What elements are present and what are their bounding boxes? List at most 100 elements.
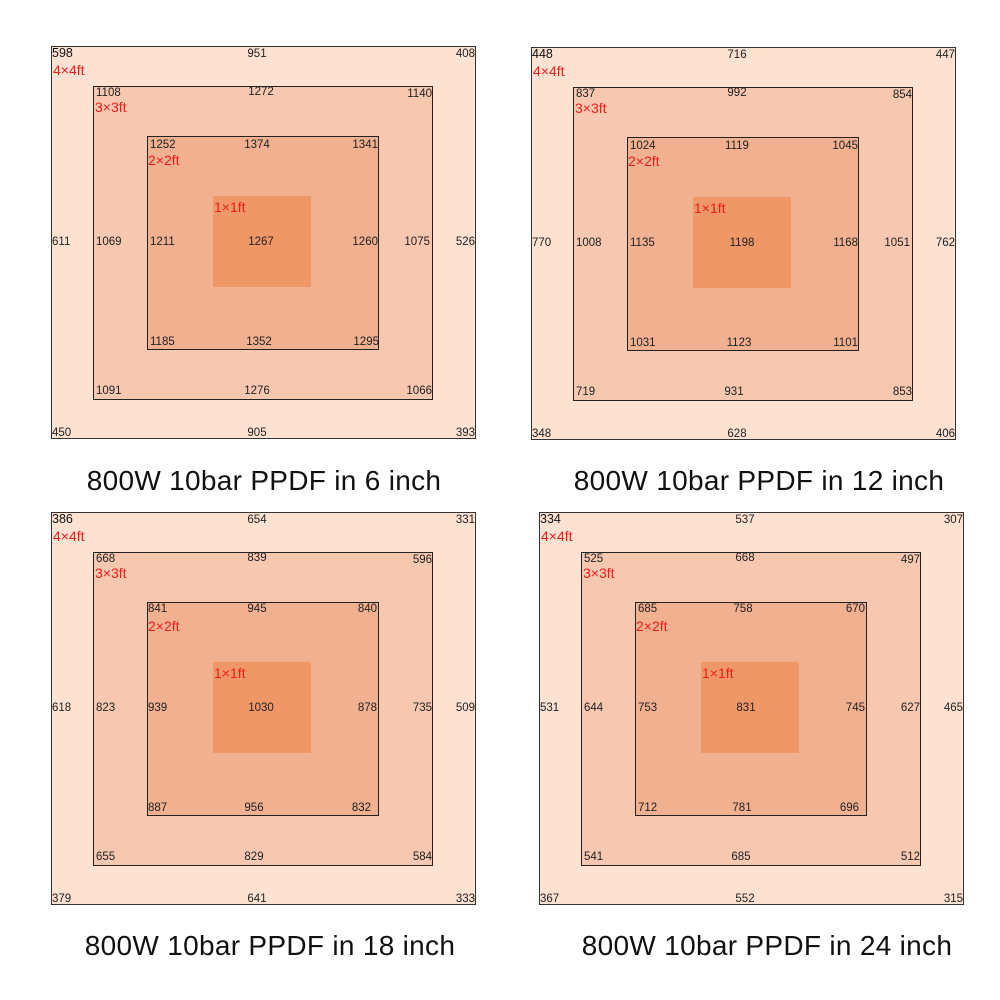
ppfd-value: 840 xyxy=(357,603,377,615)
ppfd-value: 1135 xyxy=(630,237,655,249)
ppfd-value: 334 xyxy=(540,512,561,526)
ppfd-value: 832 xyxy=(351,802,371,814)
ppfd-value: 628 xyxy=(727,428,747,440)
ppfd-panel-12-inch: 448 716 447 770 762 348 628 406 837 992 … xyxy=(531,47,1000,517)
ppfd-value: 1031 xyxy=(630,337,656,349)
area-label-2x2ft: 2×2ft xyxy=(636,618,668,634)
ppfd-value: 1168 xyxy=(833,237,858,249)
ppfd-value: 839 xyxy=(247,552,267,564)
ppfd-value: 307 xyxy=(943,514,963,526)
area-label-1x1ft: 1×1ft xyxy=(702,665,734,681)
ppfd-value: 596 xyxy=(412,554,432,566)
ppfd-value: 887 xyxy=(148,802,168,814)
ppfd-panel-6-inch: 598 951 408 611 526 450 905 393 1108 127… xyxy=(51,46,551,516)
ppfd-value: 331 xyxy=(455,514,475,526)
ppfd-value: 1069 xyxy=(96,236,122,248)
ppfd-value: 1185 xyxy=(150,336,175,348)
ppfd-value: 1260 xyxy=(352,236,378,248)
ppfd-value: 762 xyxy=(935,237,955,249)
ppfd-value: 753 xyxy=(638,702,658,714)
ppfd-value: 1008 xyxy=(576,237,602,249)
ppfd-value: 841 xyxy=(148,603,168,615)
ppfd-value: 696 xyxy=(839,802,859,814)
ppfd-value: 829 xyxy=(244,851,264,863)
ppfd-value: 541 xyxy=(584,851,604,863)
ppfd-value: 1091 xyxy=(96,385,122,397)
ppfd-value: 735 xyxy=(412,702,432,714)
ppfd-value: 1075 xyxy=(404,236,430,248)
ppfd-value: 627 xyxy=(900,702,920,714)
ppfd-value: 956 xyxy=(244,802,264,814)
ppfd-value: 951 xyxy=(247,48,267,60)
caption-12-inch: 800W 10bar PPDF in 12 inch xyxy=(573,465,945,496)
ppfd-value: 945 xyxy=(247,603,267,615)
ppfd-value: 1030 xyxy=(248,702,274,714)
ppfd-value: 823 xyxy=(96,702,116,714)
area-label-2x2ft: 2×2ft xyxy=(148,152,180,168)
ppfd-value: 719 xyxy=(576,386,596,398)
area-2x2ft xyxy=(627,137,859,351)
ppfd-value: 497 xyxy=(900,554,920,566)
ppfd-value: 611 xyxy=(52,236,71,248)
ppfd-value: 641 xyxy=(247,893,267,905)
ppfd-value: 465 xyxy=(943,702,963,714)
area-label-4x4ft: 4×4ft xyxy=(53,528,85,544)
area-label-2x2ft: 2×2ft xyxy=(628,153,660,169)
area-label-3x3ft: 3×3ft xyxy=(95,99,127,115)
ppfd-value: 379 xyxy=(52,893,72,905)
ppfd-value: 1045 xyxy=(832,140,858,152)
ppfd-panel-18-inch: 386 654 331 618 509 379 641 333 668 839 … xyxy=(51,512,551,982)
area-label-1x1ft: 1×1ft xyxy=(214,199,246,215)
ppfd-value: 1272 xyxy=(248,86,274,98)
ppfd-value: 854 xyxy=(892,89,912,101)
area-label-1x1ft: 1×1ft xyxy=(694,200,726,216)
ppfd-value: 1341 xyxy=(352,139,378,151)
ppfd-value: 552 xyxy=(735,893,755,905)
ppfd-value: 526 xyxy=(455,236,475,248)
ppfd-value: 1101 xyxy=(833,337,858,349)
area-1x1ft xyxy=(693,197,791,288)
ppfd-value: 745 xyxy=(845,702,865,714)
ppfd-value: 386 xyxy=(52,512,73,526)
ppfd-value: 1119 xyxy=(725,140,749,152)
ppfd-value: 1051 xyxy=(884,237,910,249)
ppfd-value: 670 xyxy=(845,603,865,615)
ppfd-value: 618 xyxy=(52,702,72,714)
ppfd-value: 408 xyxy=(455,48,475,60)
ppfd-value: 758 xyxy=(733,603,753,615)
ppfd-value: 584 xyxy=(412,851,432,863)
ppfd-value: 315 xyxy=(943,893,963,905)
area-1x1ft xyxy=(701,662,799,753)
ppfd-value: 878 xyxy=(357,702,377,714)
ppfd-value: 716 xyxy=(727,49,747,61)
area-1x1ft xyxy=(213,196,311,287)
ppfd-value: 685 xyxy=(731,851,751,863)
ppfd-value: 1374 xyxy=(244,139,270,151)
area-label-4x4ft: 4×4ft xyxy=(53,62,85,78)
area-label-3x3ft: 3×3ft xyxy=(583,565,615,581)
ppfd-value: 525 xyxy=(584,553,604,565)
area-label-4x4ft: 4×4ft xyxy=(533,63,565,79)
ppfd-value: 1276 xyxy=(244,385,270,397)
ppfd-value: 1352 xyxy=(246,336,272,348)
ppfd-value: 537 xyxy=(735,514,755,526)
ppfd-value: 654 xyxy=(247,514,267,526)
ppfd-value: 512 xyxy=(900,851,920,863)
ppfd-value: 348 xyxy=(532,428,552,440)
ppfd-value: 598 xyxy=(52,46,73,60)
ppfd-value: 333 xyxy=(455,893,475,905)
ppfd-value: 1295 xyxy=(353,336,379,348)
ppfd-value: 393 xyxy=(455,427,475,439)
ppfd-value: 531 xyxy=(540,702,560,714)
ppfd-value: 712 xyxy=(638,802,658,814)
ppfd-value: 450 xyxy=(52,427,72,439)
ppfd-value: 837 xyxy=(576,88,596,100)
ppfd-value: 853 xyxy=(892,386,912,398)
ppfd-value: 939 xyxy=(148,702,168,714)
ppfd-value: 1252 xyxy=(150,139,176,151)
ppfd-value: 1108 xyxy=(96,87,121,99)
ppfd-value: 781 xyxy=(732,802,752,814)
ppfd-value: 1123 xyxy=(726,337,752,349)
area-label-3x3ft: 3×3ft xyxy=(95,565,127,581)
